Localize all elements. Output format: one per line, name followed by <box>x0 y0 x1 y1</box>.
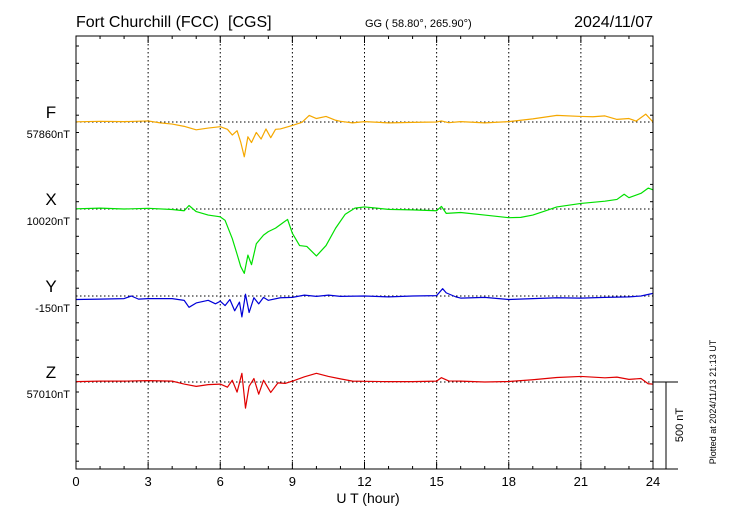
baseline-value-Y: -150nT <box>35 303 70 315</box>
series-line-Y <box>75 288 654 318</box>
series-line-F <box>75 113 654 158</box>
series-name-Z: Z <box>46 363 56 382</box>
series-line-Z <box>75 372 654 409</box>
x-tick-label-3: 3 <box>145 474 152 489</box>
station-title: Fort Churchill (FCC) [CGS] <box>76 14 272 31</box>
geographic-coords: GG ( 58.80°, 265.90°) <box>365 18 472 30</box>
series-name-F: F <box>46 103 56 122</box>
series-name-Y: Y <box>45 277 56 296</box>
scale-bar: 500 nT <box>653 381 686 470</box>
x-tick-label-15: 15 <box>429 474 443 489</box>
scale-bar-label: 500 nT <box>674 408 686 443</box>
baseline-value-Z: 57010nT <box>27 389 71 401</box>
x-tick-label-18: 18 <box>502 474 516 489</box>
x-tick-labels: 0 3 6 9 12 15 18 21 24 <box>72 474 660 489</box>
x-tick-label-9: 9 <box>289 474 296 489</box>
baseline-value-X: 10020nT <box>27 216 71 228</box>
axis-ticks <box>75 36 654 469</box>
series-line-X <box>75 187 654 274</box>
x-tick-label-6: 6 <box>217 474 224 489</box>
plotted-timestamp: Plotted at 2024/11/13 21:13 UT <box>708 339 718 464</box>
series-lines <box>75 113 654 409</box>
x-tick-label-12: 12 <box>357 474 371 489</box>
series-labels: F 57860nT X 10020nT Y -150nT Z 57010nT <box>27 103 71 401</box>
baseline-value-F: 57860nT <box>27 129 71 141</box>
x-tick-label-0: 0 <box>72 474 79 489</box>
x-tick-label-21: 21 <box>574 474 588 489</box>
plot-date: 2024/11/07 <box>574 14 653 31</box>
series-name-X: X <box>45 190 56 209</box>
x-tick-label-24: 24 <box>646 474 660 489</box>
x-axis-label: U T (hour) <box>336 490 399 506</box>
gridlines <box>147 36 582 469</box>
